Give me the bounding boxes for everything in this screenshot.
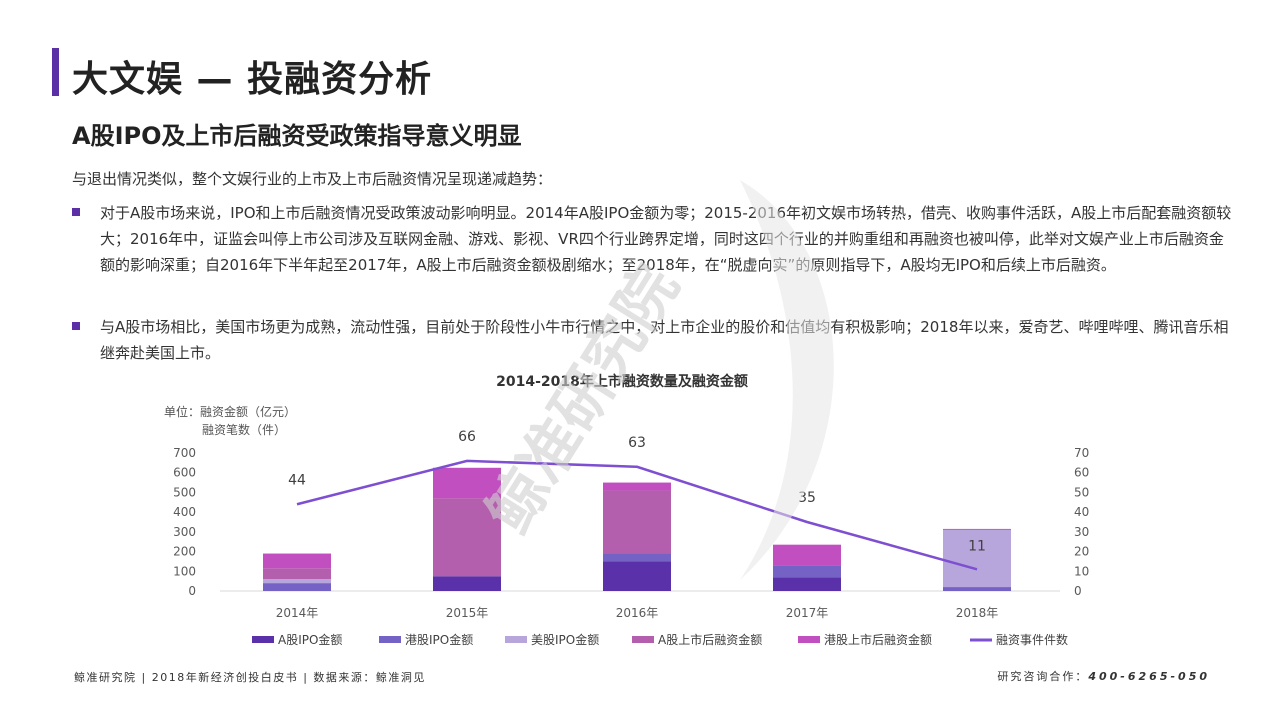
bar-series xyxy=(263,467,1011,591)
section-subtitle: A股IPO及上市后融资受政策指导意义明显 xyxy=(72,122,522,150)
chart-unit-label-count: 融资笔数（件） xyxy=(202,422,286,437)
left-axis-tick-label: 200 xyxy=(173,545,196,559)
bullet-item-a-share: 对于A股市场来说，IPO和上市后融资情况受政策波动影响明显。2014年A股IPO… xyxy=(72,200,1232,278)
chart-svg: 2014-2018年上市融资数量及融资金额 单位：融资金额（亿元） 融资笔数（件… xyxy=(164,373,1089,647)
left-axis-tick-label: 300 xyxy=(173,525,196,539)
bar-segment xyxy=(433,576,501,591)
bar-segment xyxy=(263,553,331,569)
left-axis-tick-label: 100 xyxy=(173,564,196,578)
bar-segment xyxy=(943,528,1011,530)
x-axis-tick-label: 2016年 xyxy=(616,606,659,620)
right-axis-tick-label: 30 xyxy=(1074,525,1089,539)
bar-segment xyxy=(943,529,1011,588)
right-axis-tick-label: 20 xyxy=(1074,545,1089,559)
bullet-square-icon xyxy=(72,322,80,330)
line-data-label: 66 xyxy=(458,429,476,445)
legend-label: 融资事件件数 xyxy=(996,632,1068,647)
left-axis-tick-label: 500 xyxy=(173,485,196,499)
legend-label: A股IPO金额 xyxy=(278,632,342,647)
footer-contact: 研究咨询合作：400-6265-050 xyxy=(997,668,1210,684)
left-axis-ticks: 0 100 200 300 400 500 600 700 xyxy=(173,446,196,598)
bar-segment xyxy=(603,490,671,554)
chart-title: 2014-2018年上市融资数量及融资金额 xyxy=(496,373,748,390)
footer-source: 鲸准研究院 | 2018年新经济创投白皮书 | 数据来源：鲸准洞见 xyxy=(74,671,426,684)
bar-segment xyxy=(773,577,841,591)
right-axis-tick-label: 60 xyxy=(1074,466,1089,480)
x-axis-tick-label: 2018年 xyxy=(956,606,999,620)
page-title: 大文娱 — 投融资分析 xyxy=(72,59,433,100)
right-axis-tick-label: 10 xyxy=(1074,564,1089,578)
bar-segment xyxy=(263,579,331,584)
legend-swatch xyxy=(252,636,274,643)
chart-unit-label: 单位：融资金额（亿元） xyxy=(164,404,296,419)
bullet-text: 对于A股市场来说，IPO和上市后融资情况受政策波动影响明显。2014年A股IPO… xyxy=(100,204,1232,274)
footer-contact-label: 研究咨询合作： xyxy=(997,670,1089,683)
line-data-label: 11 xyxy=(968,538,986,554)
left-axis-tick-label: 700 xyxy=(173,446,196,460)
bar-segment xyxy=(943,587,1011,591)
line-path xyxy=(296,459,978,571)
legend-swatch xyxy=(505,636,527,643)
bar-segment xyxy=(603,482,671,491)
chart-legend: A股IPO金额 港股IPO金额 美股IPO金额 A股上市后融资金额 港股上市后融资金额 融… xyxy=(252,632,1068,647)
left-axis-tick-label: 600 xyxy=(173,466,196,480)
bar-segment xyxy=(773,565,841,578)
x-axis-tick-label: 2017年 xyxy=(786,606,829,620)
footer-phone: 400-6265-050 xyxy=(1088,670,1210,683)
bar-segment xyxy=(773,544,841,566)
bar-segment xyxy=(603,561,671,591)
intro-text: 与退出情况类似，整个文娱行业的上市及上市后融资情况呈现递减趋势： xyxy=(72,170,553,188)
legend-swatch xyxy=(798,636,820,643)
bar-segment xyxy=(263,568,331,580)
legend-swatch xyxy=(379,636,401,643)
legend-label: 美股IPO金额 xyxy=(531,632,599,647)
title-accent-bar xyxy=(52,48,59,96)
financing-chart: 2014-2018年上市融资数量及融资金额 单位：融资金额（亿元） 融资笔数（件… xyxy=(0,362,1280,662)
right-axis-tick-label: 0 xyxy=(1074,584,1082,598)
bar-segment xyxy=(603,553,671,562)
right-axis-tick-label: 40 xyxy=(1074,505,1089,519)
legend-label: 港股IPO金额 xyxy=(405,632,473,647)
legend-swatch xyxy=(632,636,654,643)
line-data-label: 44 xyxy=(288,472,306,488)
line-data-label: 35 xyxy=(798,490,816,506)
x-axis-tick-label: 2015年 xyxy=(446,606,489,620)
bullet-square-icon xyxy=(72,208,80,216)
left-axis-tick-label: 0 xyxy=(188,584,196,598)
bullet-text: 与A股市场相比，美国市场更为成熟，流动性强，目前处于阶段性小牛市行情之中，对上市… xyxy=(100,318,1229,362)
legend-label: 港股上市后融资金额 xyxy=(824,632,932,647)
x-axis-labels: 2014年 2015年 2016年 2017年 2018年 xyxy=(276,606,999,620)
line-data-label: 63 xyxy=(628,435,646,451)
right-axis-tick-label: 70 xyxy=(1074,446,1089,460)
right-axis-ticks: 0 10 20 30 40 50 60 70 xyxy=(1074,446,1089,598)
legend-label: A股上市后融资金额 xyxy=(658,632,762,647)
x-axis-tick-label: 2014年 xyxy=(276,606,319,620)
bar-segment xyxy=(433,498,501,577)
bullet-item-us-market: 与A股市场相比，美国市场更为成熟，流动性强，目前处于阶段性小牛市行情之中，对上市… xyxy=(72,314,1232,366)
bar-segment xyxy=(433,467,501,499)
bar-segment xyxy=(263,583,331,591)
left-axis-tick-label: 400 xyxy=(173,505,196,519)
right-axis-tick-label: 50 xyxy=(1074,485,1089,499)
